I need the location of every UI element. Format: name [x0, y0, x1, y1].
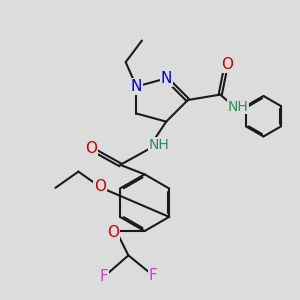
Text: F: F [100, 269, 108, 284]
Text: NH: NH [149, 138, 170, 152]
Text: NH: NH [227, 100, 248, 114]
Text: O: O [221, 57, 233, 72]
Text: O: O [94, 179, 106, 194]
Text: N: N [160, 71, 172, 86]
Text: N: N [131, 79, 142, 94]
Text: O: O [85, 141, 97, 156]
Text: F: F [148, 268, 157, 283]
Text: O: O [107, 225, 119, 240]
